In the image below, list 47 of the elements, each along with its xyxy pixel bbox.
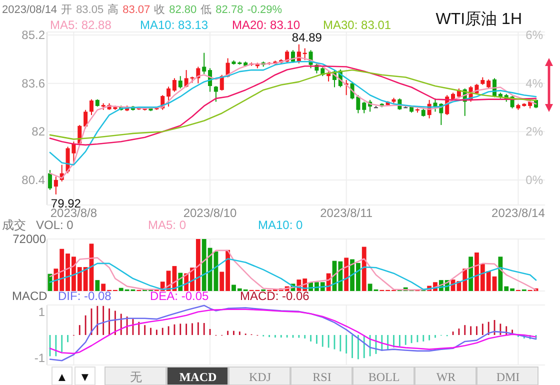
x-tick-label: 2023/8/11 [320,206,373,220]
text: MA10: 0 [258,218,304,232]
y2-tick-label: 4% [526,76,544,90]
text: -0.29% [247,4,282,16]
series-label: DEA: -0.05 [150,289,210,303]
chart-title: MACD [12,289,48,303]
text: 83.05 [76,4,104,16]
x-tick-label: 2023/8/10 [183,206,238,220]
text: 无 [130,370,142,384]
text: MACD: -0.06 [240,289,310,303]
text: MA10: 83.13 [140,18,208,32]
y-tick-label: 83.6 [22,76,46,90]
text: 2023/08/14 [2,4,58,16]
text: 低 [200,4,212,16]
text: BOLL [368,370,400,384]
text: KDJ [248,370,272,384]
text: MA5: 0 [148,218,186,232]
y-tick-label: 80.4 [22,172,46,187]
series-label: VOL: 0 [36,218,74,232]
x-tick-label: 2023/8/14 [492,206,546,220]
y-tick-label: 85.2 [22,28,46,42]
text: MA20: 83.10 [232,18,300,32]
y2-tick-label: 2% [526,124,544,139]
series-label: DIF: -0.08 [58,289,112,303]
annotation: 84.89 [292,30,322,44]
text: MACD [179,370,217,384]
y2-tick-label: 0% [526,172,544,187]
text: ▲ [56,370,68,384]
text: ▼ [79,370,91,384]
text: 高 [108,3,119,16]
text: 72000 [12,232,46,246]
y-tick-label: -1 [34,351,46,366]
text: 开 [61,4,72,16]
text: 82.78 [216,4,244,16]
text: 83.07 [122,4,150,16]
text: 82.80 [169,4,197,16]
text: WR [436,370,456,384]
y2-tick-label: 6% [526,28,544,42]
y-tick-label: 1 [38,304,46,319]
text: DMI [496,370,520,384]
text: RSI [312,370,332,384]
text: 收 [154,4,166,16]
chart-title: 成交 [2,218,26,232]
text: MA30: 83.01 [323,18,392,32]
y-tick-label: 82 [32,124,46,139]
chart-title: WTI原油 1H [436,10,522,28]
text: MA5: 82.88 [50,18,112,32]
